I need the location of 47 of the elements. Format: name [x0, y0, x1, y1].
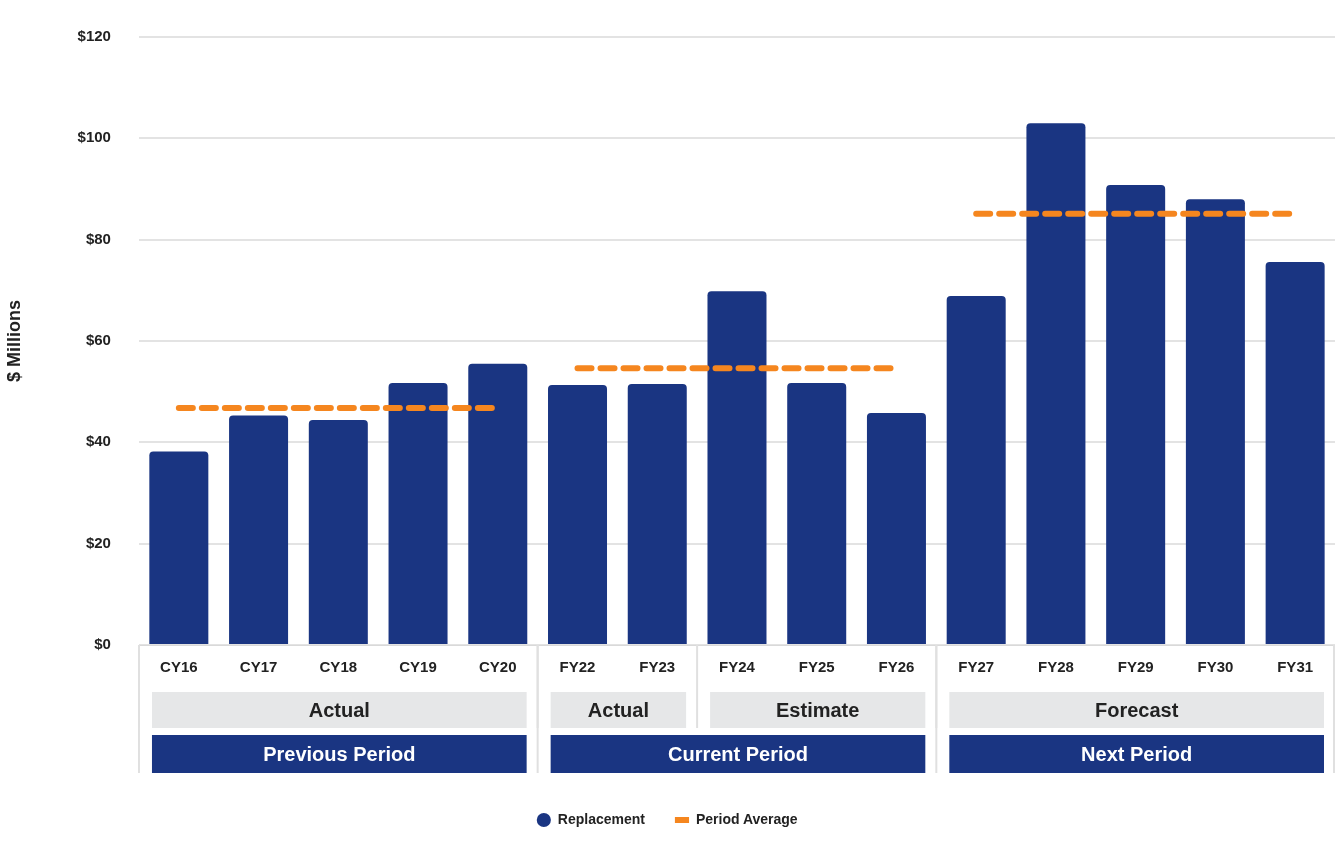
text: Next Period: [1081, 742, 1193, 765]
x-tick-label: CY20: [479, 658, 517, 676]
text: Actual: [308, 698, 370, 721]
x-tick-label: CY16: [160, 658, 198, 676]
text: Actual: [587, 698, 649, 721]
x-tick-label: CY18: [319, 658, 358, 676]
bar: [308, 420, 368, 644]
x-tick-label: FY25: [798, 658, 835, 676]
bar: [1026, 123, 1086, 644]
bar: [1106, 184, 1166, 644]
text: Previous Period: [263, 742, 416, 765]
bar: [866, 412, 926, 644]
y-tick-label: $80: [85, 229, 111, 247]
x-tick-label: CY17: [239, 658, 278, 676]
y-tick-label: $120: [77, 27, 111, 45]
y-axis-title: $ Millions: [3, 299, 24, 383]
y-tick-label: $40: [85, 432, 111, 450]
text: Estimate: [776, 698, 860, 721]
x-tick-label: FY28: [1038, 658, 1074, 676]
y-tick-label: $100: [77, 128, 111, 146]
y-tick-label: $20: [85, 533, 111, 551]
x-tick-label: FY31: [1277, 658, 1314, 676]
bar: [149, 451, 209, 644]
bar: [229, 415, 289, 644]
bar: [707, 291, 767, 644]
x-tick-label: FY22: [559, 658, 596, 676]
x-tick-label: FY30: [1197, 658, 1234, 676]
x-tick-label: FY26: [878, 658, 915, 676]
bar: [388, 383, 448, 644]
bar: [1185, 199, 1245, 644]
bar: [1265, 261, 1325, 644]
bar: [627, 384, 687, 644]
bar: [946, 295, 1006, 644]
text: Current Period: [667, 742, 808, 765]
x-tick-label: FY27: [958, 658, 995, 676]
bar: [548, 385, 608, 644]
legend-label: Period Average: [695, 810, 798, 827]
x-tick-label: FY24: [719, 658, 756, 676]
bar: [787, 383, 847, 644]
y-tick-label: $0: [94, 635, 111, 653]
x-tick-label: FY29: [1117, 658, 1154, 676]
legend-label: Replacement: [557, 810, 646, 827]
bar: [468, 363, 528, 644]
x-tick-label: FY23: [639, 658, 676, 676]
text: Forecast: [1094, 698, 1179, 721]
y-tick-label: $60: [85, 331, 111, 349]
x-tick-label: CY19: [399, 658, 437, 676]
